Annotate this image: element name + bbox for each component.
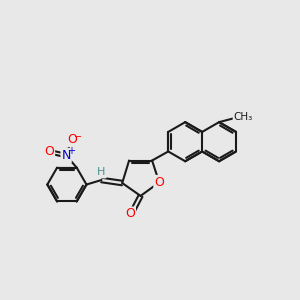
Text: H: H xyxy=(97,167,106,178)
Text: +: + xyxy=(68,146,75,156)
Text: O: O xyxy=(154,176,164,189)
Text: O: O xyxy=(125,208,135,220)
Text: CH₃: CH₃ xyxy=(233,112,253,122)
Text: O: O xyxy=(67,133,77,146)
Text: N: N xyxy=(61,149,71,162)
Text: O: O xyxy=(44,145,54,158)
Text: −: − xyxy=(74,133,82,142)
